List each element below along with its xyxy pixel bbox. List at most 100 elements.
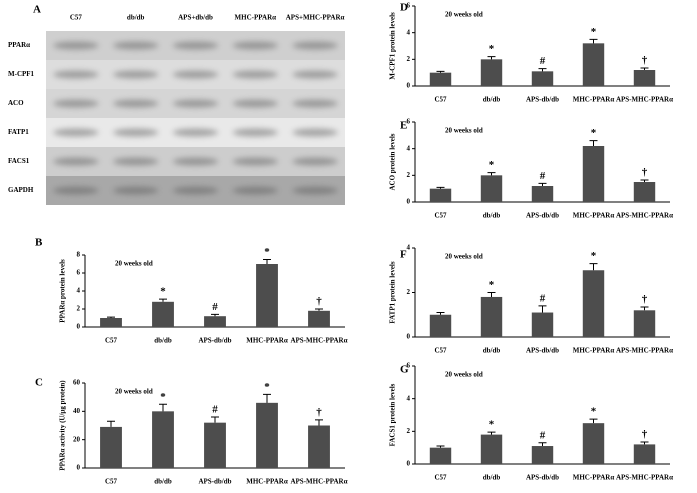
x-tick-label: db/db xyxy=(483,212,501,220)
significance-marker: * xyxy=(591,250,597,262)
significance-marker: * xyxy=(489,279,495,291)
significance-marker: † xyxy=(642,167,648,179)
band xyxy=(292,157,338,166)
bar xyxy=(429,314,452,337)
y-axis-label: PPARα activity (U/μg protein) xyxy=(59,380,67,471)
bar xyxy=(204,422,226,468)
error-bar xyxy=(159,298,167,302)
y-tick-label: 0 xyxy=(77,464,81,472)
significance-marker: † xyxy=(642,293,648,305)
error-bar xyxy=(640,67,649,70)
band xyxy=(232,186,279,195)
error-bar xyxy=(211,313,219,317)
error-bar xyxy=(487,431,496,435)
error-bar xyxy=(589,38,598,44)
bar xyxy=(429,447,452,464)
row-label: FATP1 xyxy=(8,128,29,136)
bar xyxy=(531,446,554,464)
error-bar xyxy=(640,306,649,311)
x-tick-label: MHC-PPARα xyxy=(573,212,615,220)
y-tick-label: 8 xyxy=(77,251,81,259)
error-bar xyxy=(107,316,115,318)
significance-marker: # xyxy=(540,429,546,441)
band xyxy=(292,70,338,79)
x-tick-label: db/db xyxy=(154,478,172,486)
column-label: db/db xyxy=(127,14,145,22)
row-label: FACS1 xyxy=(8,157,30,165)
bar xyxy=(582,146,605,202)
band xyxy=(292,41,338,50)
y-axis-label: M-CPF1 protein levels xyxy=(389,12,397,80)
significance-marker: * xyxy=(264,246,270,258)
x-tick-label: APS-db/db xyxy=(526,474,559,482)
x-tick-label: MHC-PPARα xyxy=(246,337,288,345)
error-bar xyxy=(436,186,445,189)
error-bar xyxy=(589,140,598,146)
bar xyxy=(256,402,278,468)
y-tick-label: 0 xyxy=(407,333,411,341)
y-axis-label: FATP1 protein levels xyxy=(389,261,397,323)
row-label: GAPDH xyxy=(8,186,34,194)
y-tick-label: 2 xyxy=(407,427,411,435)
band xyxy=(53,70,99,79)
error-bar xyxy=(487,56,496,60)
panel-label: G xyxy=(400,364,409,376)
band xyxy=(53,128,99,137)
y-tick-label: 4 xyxy=(77,287,81,295)
band xyxy=(232,128,279,137)
subtitle: 20 weeks old xyxy=(115,388,153,396)
error-bar xyxy=(538,68,547,72)
column-label: C57 xyxy=(70,14,83,22)
row-label: M-CPF1 xyxy=(8,70,35,78)
x-tick-label: C57 xyxy=(434,474,447,482)
y-tick-label: 6 xyxy=(77,269,81,277)
y-tick-label: 2 xyxy=(407,288,411,296)
error-bar xyxy=(487,172,496,176)
band xyxy=(53,157,99,166)
error-bar xyxy=(211,416,219,423)
band xyxy=(172,70,219,79)
y-axis-label: PPARα protein levels xyxy=(59,259,67,323)
error-bar xyxy=(487,292,496,297)
y-tick-label: 40 xyxy=(73,407,81,415)
significance-marker: * xyxy=(264,381,270,393)
bar xyxy=(429,72,452,86)
subtitle: 20 weeks old xyxy=(445,11,483,19)
x-tick-label: APS-MHC-PPARα xyxy=(616,96,673,104)
band xyxy=(53,41,99,50)
significance-marker: † xyxy=(316,406,322,418)
subtitle: 20 weeks old xyxy=(445,253,483,261)
band xyxy=(232,70,279,79)
x-tick-label: APS-db/db xyxy=(526,212,559,220)
significance-marker: * xyxy=(591,406,597,418)
bar xyxy=(582,423,605,464)
x-tick-label: MHC-PPARα xyxy=(573,96,615,104)
y-tick-label: 0 xyxy=(407,460,411,468)
significance-marker: * xyxy=(591,26,597,38)
error-bar xyxy=(640,179,649,182)
bar xyxy=(100,426,122,468)
error-bar xyxy=(159,403,167,412)
bar xyxy=(531,312,554,337)
column-label: APS+MHC-PPARα xyxy=(286,14,345,22)
error-bar xyxy=(436,70,445,73)
y-tick-label: 20 xyxy=(73,435,81,443)
error-bar xyxy=(538,442,547,447)
bar xyxy=(152,411,174,468)
x-tick-label: MHC-PPARα xyxy=(246,478,288,486)
band xyxy=(112,99,159,108)
y-tick-label: 4 xyxy=(407,394,411,402)
bar xyxy=(480,59,503,86)
y-tick-label: 2 xyxy=(407,171,411,179)
x-tick-label: APS-db/db xyxy=(526,347,559,355)
bar xyxy=(633,70,656,86)
bar xyxy=(480,175,503,202)
x-tick-label: APS-MHC-PPARα xyxy=(290,337,347,345)
column-label: MHC-PPARα xyxy=(235,14,277,22)
y-tick-label: 4 xyxy=(407,244,411,252)
y-tick-label: 2 xyxy=(407,55,411,63)
significance-marker: * xyxy=(489,159,495,171)
bar xyxy=(480,434,503,464)
band xyxy=(112,70,159,79)
band xyxy=(172,128,219,137)
